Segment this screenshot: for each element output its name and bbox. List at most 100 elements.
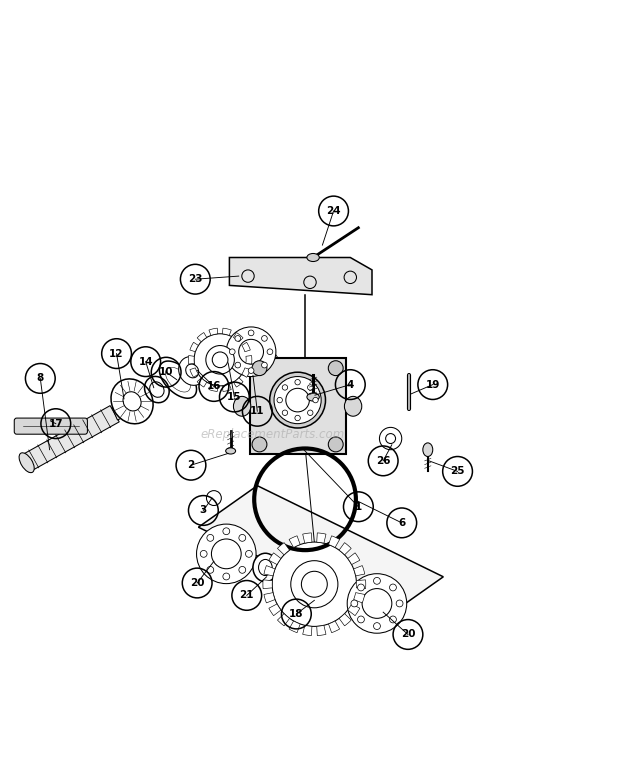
Ellipse shape <box>423 443 433 456</box>
Text: 21: 21 <box>239 591 254 600</box>
Circle shape <box>351 600 358 607</box>
Polygon shape <box>278 542 290 555</box>
Polygon shape <box>197 333 206 342</box>
Circle shape <box>373 578 381 584</box>
Circle shape <box>308 410 313 416</box>
Circle shape <box>396 600 403 607</box>
Polygon shape <box>242 368 250 377</box>
Polygon shape <box>229 257 372 295</box>
Circle shape <box>239 534 246 541</box>
Circle shape <box>235 336 241 341</box>
Polygon shape <box>356 580 366 588</box>
Text: 8: 8 <box>37 373 44 383</box>
Polygon shape <box>209 385 218 391</box>
Circle shape <box>301 571 327 597</box>
Circle shape <box>291 561 338 608</box>
Polygon shape <box>234 378 243 387</box>
Text: 2: 2 <box>187 460 195 470</box>
Text: 23: 23 <box>188 274 203 284</box>
Circle shape <box>329 437 343 452</box>
Circle shape <box>262 362 267 368</box>
Ellipse shape <box>307 253 319 262</box>
Text: 4: 4 <box>347 380 354 390</box>
Text: 6: 6 <box>398 518 405 528</box>
Circle shape <box>313 398 318 403</box>
Polygon shape <box>329 536 340 548</box>
Circle shape <box>358 616 365 623</box>
Ellipse shape <box>226 448 236 454</box>
Text: 25: 25 <box>450 466 465 476</box>
Circle shape <box>274 376 321 423</box>
Circle shape <box>211 539 241 568</box>
Text: 12: 12 <box>109 349 124 359</box>
Circle shape <box>262 336 267 341</box>
Text: eReplacementParts.com: eReplacementParts.com <box>201 428 345 441</box>
Circle shape <box>389 616 396 623</box>
Circle shape <box>329 361 343 375</box>
Polygon shape <box>242 343 250 352</box>
Circle shape <box>239 340 264 364</box>
Circle shape <box>248 330 254 336</box>
Ellipse shape <box>307 393 319 401</box>
Polygon shape <box>112 394 148 420</box>
Text: 15: 15 <box>227 392 242 402</box>
Ellipse shape <box>179 356 206 385</box>
Polygon shape <box>289 536 300 548</box>
Polygon shape <box>303 533 312 543</box>
Circle shape <box>272 542 356 626</box>
Circle shape <box>308 385 313 390</box>
Polygon shape <box>264 565 275 576</box>
Text: 1: 1 <box>355 502 362 512</box>
Circle shape <box>223 528 230 535</box>
Circle shape <box>295 379 300 385</box>
Polygon shape <box>303 626 312 636</box>
Circle shape <box>252 437 267 452</box>
Polygon shape <box>223 328 231 336</box>
Circle shape <box>379 427 402 449</box>
Polygon shape <box>234 333 243 342</box>
Circle shape <box>206 346 234 374</box>
Text: 18: 18 <box>289 609 304 619</box>
Circle shape <box>295 415 300 420</box>
Ellipse shape <box>345 397 362 417</box>
Circle shape <box>252 361 267 375</box>
Text: 10: 10 <box>159 367 174 377</box>
Circle shape <box>286 388 309 412</box>
Circle shape <box>235 362 241 368</box>
Polygon shape <box>317 533 326 543</box>
Circle shape <box>362 588 392 618</box>
Polygon shape <box>353 593 365 603</box>
Ellipse shape <box>186 364 198 378</box>
Text: 24: 24 <box>326 206 341 216</box>
Circle shape <box>229 349 235 355</box>
Polygon shape <box>263 580 272 588</box>
Circle shape <box>386 433 396 443</box>
Circle shape <box>226 327 276 376</box>
Polygon shape <box>339 542 351 555</box>
Text: 11: 11 <box>250 406 265 417</box>
Polygon shape <box>20 406 119 472</box>
Circle shape <box>200 550 207 557</box>
Polygon shape <box>348 604 360 616</box>
Polygon shape <box>198 486 443 618</box>
Bar <box>249 359 346 454</box>
Ellipse shape <box>111 379 153 423</box>
Text: 20: 20 <box>190 578 205 588</box>
Circle shape <box>389 584 396 591</box>
Circle shape <box>246 550 252 557</box>
Polygon shape <box>269 604 281 616</box>
Circle shape <box>358 584 365 591</box>
Text: 26: 26 <box>376 456 391 466</box>
Polygon shape <box>289 621 300 633</box>
FancyBboxPatch shape <box>14 418 87 434</box>
Polygon shape <box>190 343 198 352</box>
Text: 16: 16 <box>206 382 221 391</box>
Text: 3: 3 <box>200 505 207 516</box>
Circle shape <box>373 623 381 629</box>
Polygon shape <box>246 356 252 364</box>
Polygon shape <box>348 553 360 565</box>
Ellipse shape <box>253 553 278 581</box>
Circle shape <box>197 524 256 584</box>
Ellipse shape <box>270 372 326 428</box>
Polygon shape <box>188 356 194 364</box>
